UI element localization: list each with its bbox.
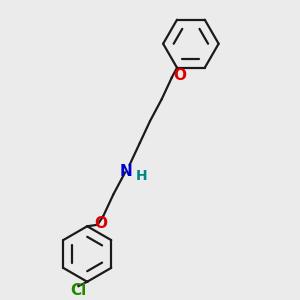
Text: O: O xyxy=(94,216,107,231)
Text: N: N xyxy=(120,164,132,179)
Text: Cl: Cl xyxy=(70,283,87,298)
Text: O: O xyxy=(174,68,187,83)
Text: H: H xyxy=(135,169,147,183)
